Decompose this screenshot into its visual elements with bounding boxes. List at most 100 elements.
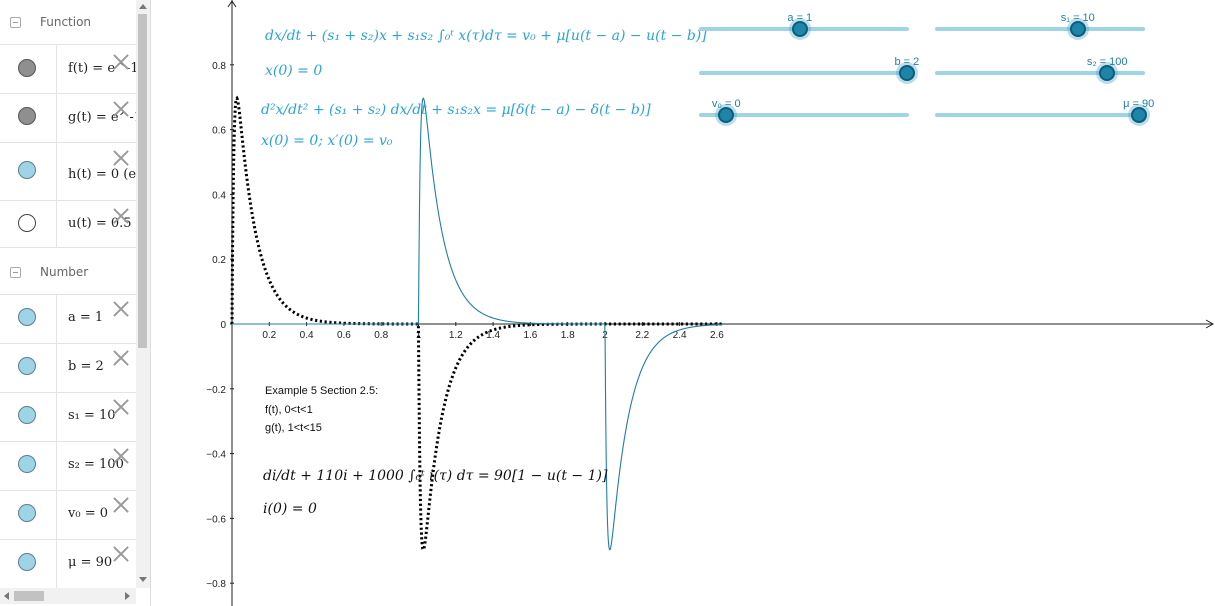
delete-icon[interactable] bbox=[112, 545, 130, 563]
algebra-expression[interactable]: b = 2 bbox=[68, 359, 104, 374]
slider-label: s₁ = 10 bbox=[1060, 12, 1095, 24]
slider-label: s₂ = 100 bbox=[1086, 56, 1128, 68]
category-number[interactable]: Number bbox=[0, 252, 136, 295]
slider-b[interactable]: b = 2 bbox=[699, 56, 919, 86]
formula-circuit-initial[interactable]: i(0) = 0 bbox=[263, 501, 317, 517]
formula-integral-equation[interactable]: dx/dt + (s₁ + s₂)x + s₁s₂ ∫₀ᵗ x(τ)dτ = v… bbox=[265, 28, 707, 44]
delete-icon[interactable] bbox=[112, 300, 130, 318]
algebra-item-mu[interactable]: μ = 90 bbox=[0, 540, 136, 588]
y-tick-label: 0.8 bbox=[212, 61, 226, 72]
algebra-expression[interactable]: s₂ = 100 bbox=[68, 457, 124, 472]
delete-icon[interactable] bbox=[112, 149, 130, 167]
visibility-toggle-icon[interactable] bbox=[18, 504, 36, 522]
scroll-down-icon[interactable] bbox=[139, 577, 147, 582]
algebra-item-u[interactable]: u(t) = 0.5 bbox=[0, 201, 136, 248]
y-tick-label: −0.6 bbox=[206, 514, 226, 525]
algebra-view: Function f(t) = e^-10 g(t) = e^-10 h(t) … bbox=[0, 0, 151, 606]
example-g-range[interactable]: g(t), 1<t<15 bbox=[265, 422, 322, 434]
algebra-item-f[interactable]: f(t) = e^-10 bbox=[0, 45, 136, 94]
collapse-icon[interactable] bbox=[10, 17, 21, 28]
algebra-item-s1[interactable]: s₁ = 10 bbox=[0, 393, 136, 442]
slider-v0[interactable]: v₀ = 0 bbox=[699, 98, 909, 128]
tick-labels: 0.2 0.4 0.6 0.8 1 1.2 1.4 1.6 1.8 2 2.2 2.4 2.60.80.… bbox=[206, 61, 724, 590]
coordinate-plane[interactable]: 0.2 0.4 0.6 0.8 1 1.2 1.4 1.6 1.8 2 2.2 2.4 2.60.80.… bbox=[157, 0, 1215, 606]
vertical-scrollbar[interactable] bbox=[136, 0, 150, 588]
x-tick-label: 2.6 bbox=[710, 330, 724, 341]
x-tick-label: 0.6 bbox=[337, 330, 351, 341]
algebra-expression[interactable]: h(t) = 0 (e bbox=[68, 167, 136, 182]
visibility-toggle-icon[interactable] bbox=[18, 161, 36, 179]
visibility-toggle-icon[interactable] bbox=[18, 455, 36, 473]
category-function[interactable]: Function bbox=[0, 2, 136, 45]
x-tick-label: 0.2 bbox=[262, 330, 276, 341]
delete-icon[interactable] bbox=[112, 349, 130, 367]
visibility-toggle-icon[interactable] bbox=[18, 553, 36, 571]
category-label: Number bbox=[40, 265, 89, 279]
slider-a[interactable]: a = 1 bbox=[699, 12, 909, 42]
algebra-item-s2[interactable]: s₂ = 100 bbox=[0, 442, 136, 491]
delete-icon[interactable] bbox=[112, 53, 130, 71]
y-tick-label: −0.4 bbox=[206, 450, 226, 461]
visibility-toggle-icon[interactable] bbox=[18, 107, 36, 125]
slider-handle[interactable] bbox=[718, 107, 735, 123]
y-tick-label: 0.6 bbox=[212, 126, 226, 137]
scroll-right-icon[interactable] bbox=[125, 592, 130, 600]
slider-mu[interactable]: μ = 90 bbox=[935, 98, 1154, 128]
algebra-expression[interactable]: v₀ = 0 bbox=[68, 506, 108, 521]
y-axis-arrow-icon bbox=[227, 0, 237, 8]
slider-handle[interactable] bbox=[898, 65, 915, 81]
y-tick-label: −0.2 bbox=[206, 385, 226, 396]
delete-icon[interactable] bbox=[112, 100, 130, 118]
scroll-up-icon[interactable] bbox=[139, 4, 147, 9]
algebra-item-a[interactable]: a = 1 bbox=[0, 295, 136, 344]
y-tick-label: 0 bbox=[220, 320, 226, 331]
x-tick-label: 1.8 bbox=[561, 330, 575, 341]
algebra-expression[interactable]: s₁ = 10 bbox=[68, 408, 116, 423]
graphics-view[interactable]: 0.2 0.4 0.6 0.8 1 1.2 1.4 1.6 1.8 2 2.2 2.4 2.6 0.8 0.… bbox=[157, 0, 1215, 606]
slider-handle[interactable] bbox=[1099, 65, 1116, 81]
slider-s1[interactable]: s₁ = 10 bbox=[935, 12, 1145, 42]
y-tick-label: −0.8 bbox=[206, 579, 226, 590]
x-tick-label: 1.4 bbox=[486, 330, 500, 341]
x-tick-label: 1.6 bbox=[523, 330, 537, 341]
delete-icon[interactable] bbox=[112, 207, 130, 225]
delete-icon[interactable] bbox=[112, 398, 130, 416]
x-tick-label: 2.2 bbox=[635, 330, 649, 341]
visibility-toggle-icon[interactable] bbox=[18, 308, 36, 326]
blue-curve[interactable] bbox=[232, 97, 723, 551]
algebra-item-b[interactable]: b = 2 bbox=[0, 344, 136, 393]
slider-label: b = 2 bbox=[894, 56, 920, 68]
algebra-expression[interactable]: a = 1 bbox=[68, 310, 104, 325]
formula-circuit-equation[interactable]: di/dt + 110i + 1000 ∫₀ᵗ i(τ) dτ = 90[1 −… bbox=[263, 468, 608, 484]
scroll-left-icon[interactable] bbox=[4, 592, 9, 600]
formula-initial-conditions[interactable]: x(0) = 0; x′(0) = v₀ bbox=[261, 133, 393, 149]
formula-differential-equation[interactable]: d²x/dt² + (s₁ + s₂) dx/dt + s₁s₂x = μ[δ(… bbox=[261, 102, 651, 118]
algebra-item-h[interactable]: h(t) = 0 (e bbox=[0, 143, 136, 201]
visibility-toggle-icon[interactable] bbox=[18, 406, 36, 424]
algebra-item-v0[interactable]: v₀ = 0 bbox=[0, 491, 136, 540]
collapse-icon[interactable] bbox=[10, 267, 21, 278]
algebra-item-g[interactable]: g(t) = e^-10 bbox=[0, 94, 136, 143]
formula-initial-condition[interactable]: x(0) = 0 bbox=[265, 63, 323, 79]
example-f-range[interactable]: f(t), 0<t<1 bbox=[265, 404, 313, 416]
delete-icon[interactable] bbox=[112, 496, 130, 514]
y-tick-label: 0.4 bbox=[212, 190, 226, 201]
visibility-toggle-icon[interactable] bbox=[18, 214, 36, 232]
x-tick-label: 0.8 bbox=[374, 330, 388, 341]
scrollbar-thumb[interactable] bbox=[138, 14, 147, 348]
slider-s2[interactable]: s₂ = 100 bbox=[935, 56, 1145, 86]
horizontal-scrollbar[interactable] bbox=[0, 588, 136, 604]
axes bbox=[227, 0, 1215, 606]
x-tick-label: 0.4 bbox=[300, 330, 314, 341]
delete-icon[interactable] bbox=[112, 447, 130, 465]
slider-handle[interactable] bbox=[1130, 107, 1147, 123]
slider-handle[interactable] bbox=[791, 21, 808, 37]
visibility-toggle-icon[interactable] bbox=[18, 357, 36, 375]
algebra-expression[interactable]: μ = 90 bbox=[68, 555, 113, 570]
example-title[interactable]: Example 5 Section 2.5: bbox=[265, 385, 379, 397]
visibility-toggle-icon[interactable] bbox=[18, 59, 36, 77]
slider-handle[interactable] bbox=[1069, 21, 1086, 37]
x-axis-arrow-icon bbox=[1205, 319, 1215, 329]
scrollbar-thumb[interactable] bbox=[14, 591, 44, 601]
dotted-curve[interactable] bbox=[230, 95, 723, 553]
